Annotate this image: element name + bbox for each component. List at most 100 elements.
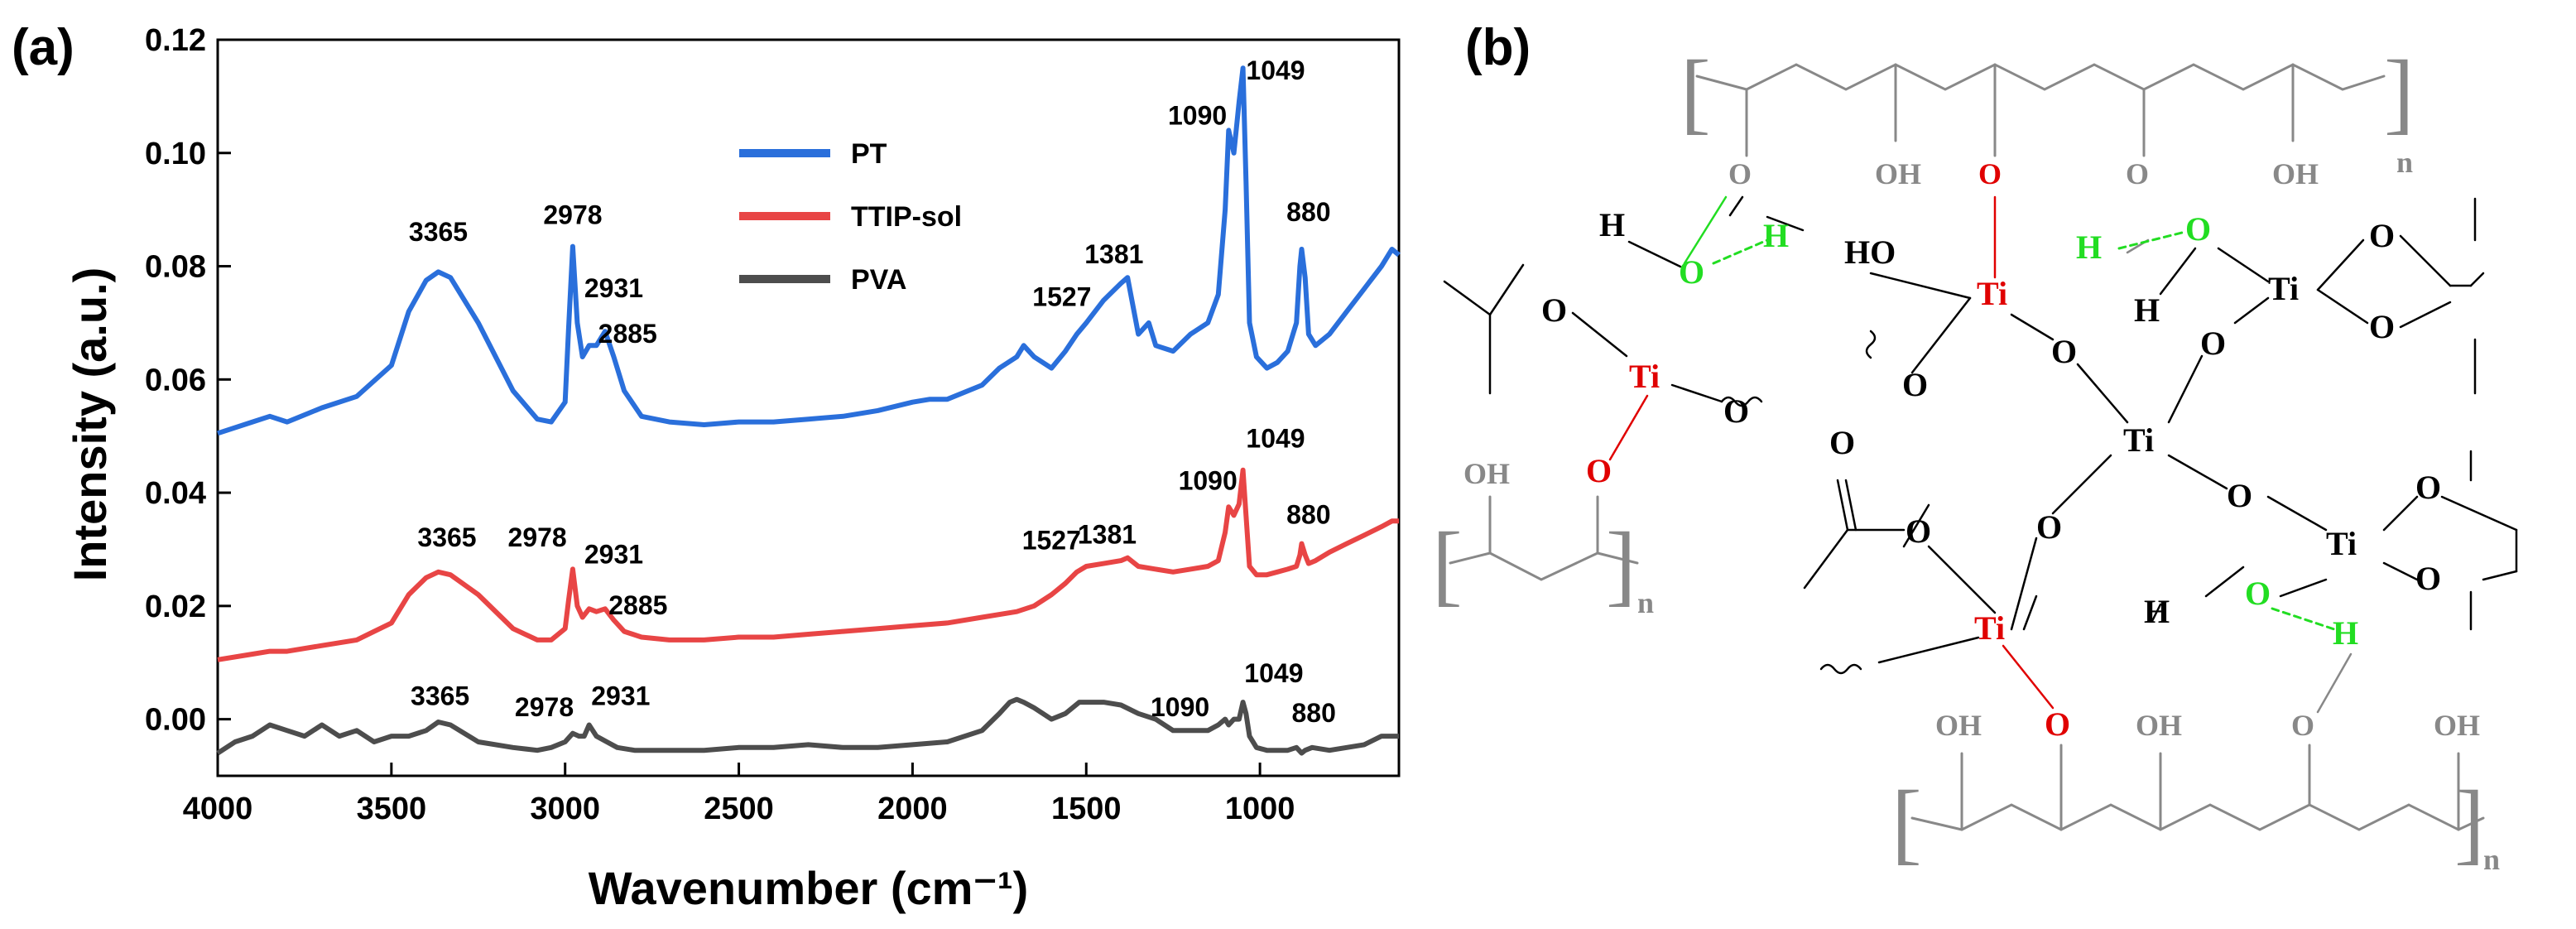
bottom-right-bracket: ] [2454, 772, 2485, 873]
x-tick-label: 3000 [530, 792, 600, 826]
legend-label: TTIP-sol [851, 201, 962, 233]
left-n-label: n [1637, 586, 1654, 619]
peak-label: 1049 [1244, 658, 1303, 688]
acetate-o-double: O [1829, 424, 1855, 461]
left-ti-bonds [1443, 195, 1805, 407]
right-o-bottom-1: O [2415, 469, 2441, 506]
peak-label: 1381 [1078, 520, 1137, 550]
bottom-o-red: O [2045, 705, 2070, 743]
peak-label: 2931 [584, 540, 643, 570]
left-h: H [1599, 206, 1625, 243]
peak-label: 1049 [1246, 423, 1305, 453]
peak-label: 3365 [417, 522, 476, 552]
y-tick-label: 0.06 [145, 363, 206, 397]
center-o-3: O [2200, 325, 2226, 362]
right-oh-bond [2159, 247, 2197, 296]
chart-legend: PT TTIP-sol PVA [739, 138, 962, 296]
bottom-left-bracket: [ [1891, 772, 1922, 873]
hbond-left-1 [1683, 195, 1728, 265]
peak-label: 880 [1286, 197, 1330, 227]
bottom-o-green: O [2245, 575, 2271, 612]
peak-label: 2931 [591, 681, 650, 711]
peak-label: 880 [1286, 500, 1330, 530]
hbond-left-2 [1712, 238, 1769, 265]
bottom-n-label: n [2483, 843, 2500, 876]
right-o-top-2: O [2369, 308, 2395, 345]
x-tick-label: 3500 [357, 792, 427, 826]
hbond-top-right [2117, 230, 2187, 250]
series-line-pva [216, 696, 1399, 756]
y-axis-title: Intensity (a.u.) [64, 267, 116, 582]
x-axis-title: Wavenumber (cm⁻¹) [589, 862, 1029, 914]
legend-label: PT [851, 138, 887, 170]
hbond-bottom [2271, 607, 2336, 631]
top-right-bracket: ] [2384, 41, 2415, 142]
center-ho: HO [1844, 233, 1896, 271]
right-o-bottom-2: O [2415, 560, 2441, 597]
bottom-polymer-chain [1910, 744, 2485, 831]
left-oh: OH [1463, 457, 1510, 490]
x-tick-label: 4000 [183, 792, 253, 826]
left-small-bracket-r: ] [1606, 513, 1636, 614]
left-o-1: O [1541, 291, 1567, 329]
peak-label: 3365 [411, 681, 469, 711]
y-axis-ticks: 0.00 0.02 0.04 0.06 0.08 0.10 0.12 [145, 23, 231, 738]
center-bonds [1803, 197, 2518, 675]
top-n-label: n [2396, 146, 2413, 179]
ftir-chart: 4000 3500 3000 2500 2000 1500 1000 0.000.020.0… [64, 23, 1401, 914]
top-oh-2: OH [2272, 157, 2319, 190]
peak-label: 2885 [598, 319, 657, 349]
top-polymer-chain [1695, 63, 2386, 157]
peak-label: 2978 [543, 200, 602, 229]
peak-label: 2885 [608, 590, 667, 620]
right-h: H [2134, 291, 2160, 329]
ti-o-red-bottom [2002, 644, 2055, 710]
left-ti: Ti [1629, 358, 1660, 395]
left-o-green: O [1679, 253, 1704, 291]
peak-label: 2978 [508, 522, 567, 552]
left-small-bracket-l: [ [1432, 513, 1463, 614]
center-ti-mid: Ti [2123, 421, 2154, 459]
peak-label: 1527 [1032, 282, 1091, 311]
top-left-bracket: [ [1680, 41, 1711, 142]
peak-label: 1381 [1084, 239, 1143, 269]
legend-label: PVA [851, 264, 906, 296]
x-tick-label: 1000 [1225, 792, 1295, 826]
top-oh-1: OH [1875, 157, 1921, 190]
top-o-2: O [2126, 157, 2149, 190]
right-ti-bottom: Ti [2326, 525, 2357, 562]
bottom-oh-2: OH [2136, 709, 2182, 742]
left-h-green: H [1763, 217, 1789, 254]
center-ti-bottom: Ti [1974, 609, 2005, 647]
left-o-2: O [1723, 392, 1749, 430]
ti-o-red-left [1608, 394, 1649, 461]
x-tick-label: 1500 [1051, 792, 1122, 826]
peak-annotations: 3365297829312885152713811090104988010491… [409, 55, 1336, 728]
series-line-pt [217, 65, 1401, 436]
y-tick-label: 0.12 [145, 23, 206, 58]
bottom-h-green: H [2333, 614, 2358, 652]
x-axis-ticks: 4000 3500 3000 2500 2000 1500 1000 [183, 763, 1295, 826]
bottom-o-ti-bond [2279, 578, 2328, 598]
chemical-schematic: [ ] n O OH O O OH H O H O Ti O O [1432, 41, 2518, 876]
plot-frame [216, 38, 1401, 777]
right-o-top-1: O [2369, 217, 2395, 254]
acetate-o: O [1906, 513, 1931, 550]
center-o-4: O [2036, 508, 2062, 546]
y-tick-label: 0.08 [145, 250, 206, 285]
bottom-h: H [2144, 593, 2170, 630]
peak-label: 1527 [1022, 525, 1081, 555]
peak-label: 1090 [1151, 692, 1209, 722]
peak-label: 1049 [1246, 55, 1305, 85]
panel-a-label: (a) [12, 19, 74, 76]
top-o-1: O [1728, 157, 1752, 190]
left-small-polymer [1449, 495, 1639, 581]
top-o-red: O [1978, 157, 2002, 190]
series-line-ttip-sol [217, 467, 1399, 662]
center-o-2: O [2051, 333, 2077, 370]
y-tick-label: 0.00 [145, 703, 206, 738]
peak-label: 880 [1291, 698, 1335, 728]
right-h-green: H [2076, 229, 2102, 266]
left-o-red: O [1586, 452, 1612, 489]
